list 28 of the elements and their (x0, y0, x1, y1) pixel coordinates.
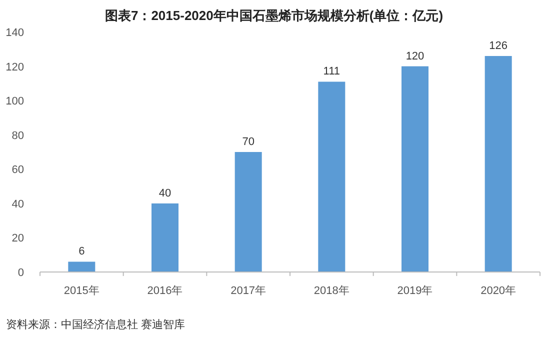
data-label: 126 (489, 40, 508, 52)
x-tick-label: 2020年 (480, 285, 516, 297)
y-tick-label: 0 (18, 267, 24, 279)
data-label: 40 (158, 187, 172, 200)
data-label: 6 (78, 246, 85, 258)
y-tick-label: 120 (6, 61, 24, 74)
bar (402, 66, 428, 272)
data-label: 111 (323, 66, 340, 78)
data-label: 120 (406, 50, 424, 62)
bar (234, 152, 262, 272)
bar (152, 203, 178, 272)
bar (68, 262, 96, 272)
x-tick-label: 2018年 (314, 285, 350, 297)
x-tick-label: 2015年 (64, 285, 100, 297)
data-label: 70 (242, 136, 254, 148)
text: 资料来源：中国经济信息社 赛迪智库 (6, 318, 186, 331)
bar (318, 82, 346, 272)
y-tick-label: 100 (6, 96, 24, 108)
y-tick-label: 80 (12, 130, 24, 142)
bar (484, 56, 512, 272)
y-tick-label: 60 (12, 164, 24, 176)
y-tick-label: 20 (12, 232, 24, 245)
chart-title: 图表7：2015-2020年中国石墨烯市场规模分析(单位：亿元) (104, 8, 444, 23)
x-tick-label: 2016年 (147, 285, 183, 297)
y-tick-label: 140 (6, 27, 24, 39)
x-tick-label: 2019年 (397, 285, 433, 297)
x-tick-label: 2017年 (230, 285, 266, 297)
y-tick-label: 40 (12, 198, 24, 210)
